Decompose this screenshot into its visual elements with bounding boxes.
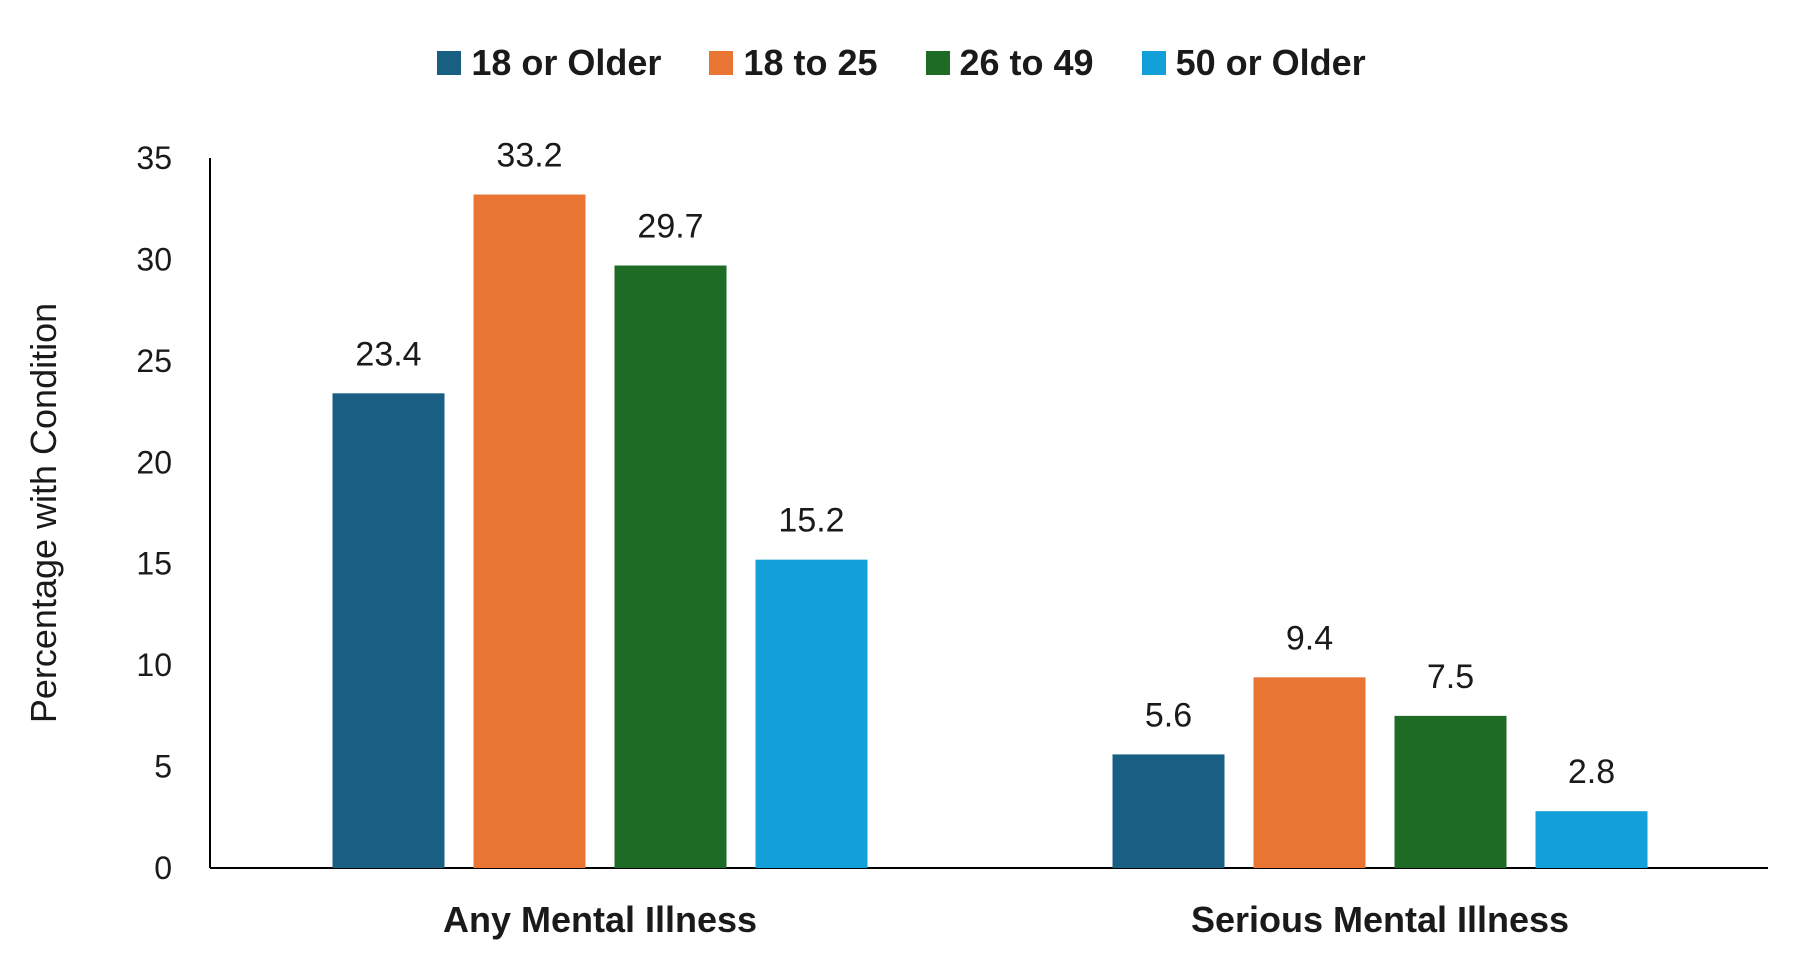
legend-label: 50 or Older bbox=[1175, 42, 1366, 83]
legend-swatch bbox=[437, 51, 462, 75]
data-label: 5.6 bbox=[1145, 696, 1192, 734]
legend-swatch bbox=[709, 51, 734, 75]
bar bbox=[614, 265, 727, 868]
bar bbox=[1112, 754, 1225, 868]
bar bbox=[473, 194, 586, 868]
bar bbox=[755, 559, 868, 868]
legend: 18 or Older 18 to 25 26 to 49 50 or Older bbox=[0, 42, 1803, 84]
y-tick-label: 15 bbox=[136, 546, 172, 582]
data-label: 7.5 bbox=[1427, 658, 1474, 696]
bar bbox=[1535, 811, 1648, 868]
data-label: 23.4 bbox=[355, 335, 421, 373]
legend-swatch bbox=[925, 51, 950, 75]
bar bbox=[332, 393, 445, 868]
y-tick-label: 10 bbox=[136, 647, 172, 683]
bar bbox=[1253, 677, 1366, 868]
y-tick-label: 35 bbox=[136, 140, 172, 176]
x-category-label: Any Mental Illness bbox=[443, 899, 757, 940]
y-tick-label: 0 bbox=[154, 850, 172, 886]
data-label: 29.7 bbox=[637, 208, 703, 246]
legend-item-1: 18 or Older bbox=[437, 42, 661, 84]
legend-item-4: 50 or Older bbox=[1141, 42, 1366, 84]
x-category-label: Serious Mental Illness bbox=[1191, 899, 1569, 940]
data-label: 15.2 bbox=[778, 502, 844, 540]
y-tick-label: 25 bbox=[136, 343, 172, 379]
y-tick-label: 30 bbox=[136, 241, 172, 277]
legend-label: 18 or Older bbox=[471, 42, 662, 83]
data-label: 9.4 bbox=[1286, 619, 1333, 657]
y-tick-label: 20 bbox=[136, 444, 172, 480]
legend-label: 18 to 25 bbox=[743, 42, 878, 83]
y-tick-label: 5 bbox=[154, 749, 172, 785]
data-label: 33.2 bbox=[496, 137, 562, 175]
legend-label: 26 to 49 bbox=[959, 42, 1094, 83]
legend-item-3: 26 to 49 bbox=[925, 42, 1094, 84]
bar bbox=[1394, 715, 1507, 868]
legend-swatch bbox=[1141, 51, 1166, 75]
legend-item-2: 18 to 25 bbox=[709, 42, 878, 84]
y-axis-label: Percentage with Condition bbox=[23, 303, 64, 723]
data-label: 2.8 bbox=[1568, 753, 1615, 791]
